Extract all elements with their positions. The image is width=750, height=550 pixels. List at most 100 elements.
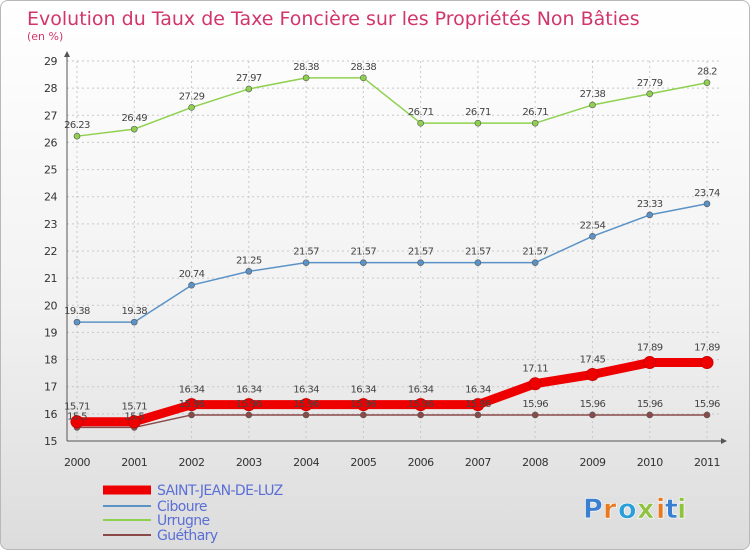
y-tick-label: 21 (44, 272, 57, 285)
y-tick-label: 23 (44, 218, 57, 231)
series-line-gu-thary (77, 414, 707, 429)
data-label-urrugne: 26.23 (64, 120, 90, 131)
data-label-ciboure: 21.57 (522, 247, 548, 258)
data-point-urrugne (73, 132, 81, 140)
x-tick-label: 2001 (121, 456, 147, 469)
axis-layer: 15 16 17 18 19 20 21 22 23 24 25 26 27 28 29 2000 2001 20… (44, 51, 727, 469)
x-tick-label: 2007 (465, 456, 491, 469)
logo-letter: P (583, 494, 603, 525)
logo-letter: i (656, 494, 665, 525)
data-point-ciboure (73, 318, 81, 326)
data-label-ciboure: 22.54 (580, 220, 606, 231)
x-tick-label: 2009 (579, 456, 605, 469)
data-label-gu-thary: 15.96 (179, 399, 205, 410)
data-point-saint-jean-de-luz (242, 398, 256, 412)
data-point-saint-jean-de-luz (528, 377, 542, 391)
data-label-gu-thary: 15.96 (408, 399, 434, 410)
data-label-urrugne: 27.29 (179, 91, 205, 102)
x-tick-label: 2003 (236, 456, 262, 469)
data-label-urrugne: 27.97 (236, 73, 262, 84)
data-label-saint-jean-de-luz: 17.89 (637, 343, 663, 354)
y-tick-label: 15 (44, 435, 57, 448)
data-point-gu-thary (589, 411, 596, 419)
x-tick-label: 2000 (64, 456, 90, 469)
data-label-urrugne: 26.49 (121, 113, 147, 124)
x-tick-label: 2010 (637, 456, 663, 469)
data-label-saint-jean-de-luz: 17.89 (694, 343, 720, 354)
data-point-saint-jean-de-luz (299, 398, 313, 412)
series-line-urrugne (76, 77, 708, 137)
x-tick-label: 2011 (694, 456, 720, 469)
data-label-ciboure: 21.57 (408, 247, 434, 258)
data-label-ciboure: 19.38 (121, 306, 147, 317)
x-tick-label: 2008 (522, 456, 548, 469)
data-label-gu-thary: 15.5 (124, 411, 144, 422)
chart-title: Evolution du Taux de Taxe Foncière sur l… (27, 8, 640, 30)
data-point-ciboure (703, 200, 711, 208)
data-point-gu-thary (474, 411, 482, 419)
data-label-gu-thary: 15.96 (293, 399, 319, 410)
data-point-gu-thary (360, 411, 367, 419)
data-point-saint-jean-de-luz (700, 356, 714, 370)
data-point-urrugne (417, 119, 424, 127)
series-layer (70, 74, 714, 431)
data-point-urrugne (703, 79, 711, 87)
data-point-gu-thary (417, 411, 424, 419)
data-label-saint-jean-de-luz: 17.45 (580, 355, 606, 366)
data-point-ciboure (302, 259, 310, 266)
data-label-ciboure: 21.57 (351, 247, 377, 258)
data-point-ciboure (130, 318, 138, 326)
data-label-ciboure: 20.74 (179, 269, 205, 280)
data-label-ciboure: 23.33 (637, 199, 663, 210)
data-label-gu-thary: 15.96 (351, 399, 377, 410)
data-label-saint-jean-de-luz: 16.34 (236, 385, 262, 396)
legend-label: Ciboure (157, 499, 207, 515)
data-point-ciboure (188, 281, 195, 289)
data-label-saint-jean-de-luz: 17.11 (522, 364, 548, 375)
legend-label: Guéthary (157, 528, 218, 544)
data-label-ciboure: 23.74 (694, 188, 720, 199)
data-label-gu-thary: 15.96 (465, 399, 491, 410)
data-point-ciboure (360, 259, 367, 266)
data-point-urrugne (130, 125, 138, 133)
y-tick-label: 26 (44, 136, 57, 149)
logo-letter: x (637, 494, 654, 525)
data-point-gu-thary (245, 411, 253, 419)
data-point-urrugne (474, 119, 482, 127)
x-tick-label: 2005 (350, 456, 376, 469)
y-tick-label: 16 (44, 408, 57, 421)
chart-subtitle: (en %) (27, 30, 63, 43)
data-point-saint-jean-de-luz (643, 356, 657, 370)
y-tick-label: 19 (44, 326, 57, 339)
data-label-urrugne: 27.79 (637, 78, 663, 89)
data-label-gu-thary: 15.96 (637, 399, 663, 410)
logo-letter: t (665, 494, 678, 525)
data-label-saint-jean-de-luz: 16.34 (408, 385, 434, 396)
logo-letter: i (677, 494, 686, 525)
data-label-ciboure: 21.25 (236, 255, 262, 266)
data-label-urrugne: 26.71 (522, 107, 548, 118)
legend-label: SAINT-JEAN-DE-LUZ (157, 483, 283, 499)
data-label-gu-thary: 15.96 (236, 399, 262, 410)
y-tick-label: 27 (44, 109, 57, 122)
data-point-gu-thary (302, 411, 310, 419)
data-point-gu-thary (188, 411, 195, 419)
data-point-urrugne (302, 74, 310, 82)
data-point-gu-thary (703, 411, 711, 419)
data-point-urrugne (646, 90, 654, 98)
y-tick-label: 25 (44, 164, 57, 177)
data-label-saint-jean-de-luz: 16.34 (179, 385, 205, 396)
y-tick-label: 17 (44, 381, 57, 394)
data-point-ciboure (646, 211, 654, 219)
data-label-urrugne: 28.38 (293, 62, 319, 73)
data-label-urrugne: 27.38 (580, 89, 606, 100)
data-point-gu-thary (531, 411, 539, 419)
data-label-urrugne: 26.71 (408, 107, 434, 118)
series-line-saint-jean-de-luz (77, 358, 707, 427)
data-label-layer: 19.38 19.38 20.74 21.25 21.57 21.57 21.57 21.57… (64, 62, 720, 423)
data-point-saint-jean-de-luz (585, 368, 599, 381)
data-label-ciboure: 19.38 (64, 306, 90, 317)
x-tick-label: 2002 (179, 456, 205, 469)
